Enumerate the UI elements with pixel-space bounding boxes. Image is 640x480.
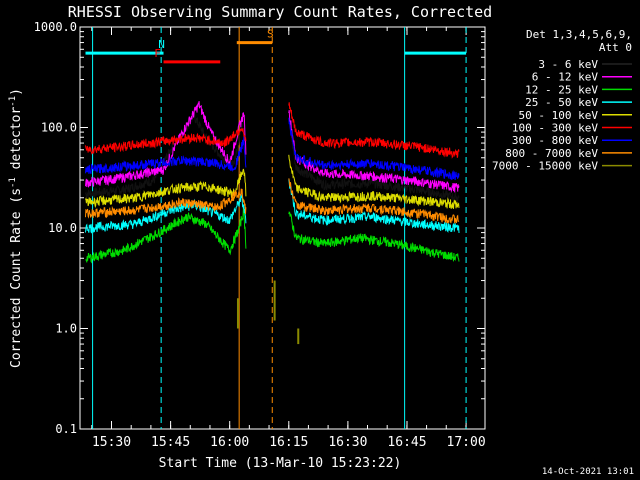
y-tick-label: 100.0 xyxy=(41,121,77,135)
series-line xyxy=(288,117,460,181)
x-tick-label: 16:30 xyxy=(328,435,367,450)
legend-label: 300 - 800 keV xyxy=(512,134,598,147)
x-tick-label: 16:15 xyxy=(269,435,308,450)
x-tick-label: 16:00 xyxy=(210,435,249,450)
series-line xyxy=(85,128,247,155)
chart-title: RHESSI Observing Summary Count Rates, Co… xyxy=(68,3,492,21)
y-tick-label: 0.1 xyxy=(55,422,77,436)
footer-date: 14-Oct-2021 13:01 xyxy=(542,467,634,477)
flag-label-n: N xyxy=(158,38,165,51)
series-line xyxy=(85,168,247,208)
flag-label-f: F xyxy=(154,47,161,60)
y-axis-label-main: Corrected Count Rate (s xyxy=(9,188,24,368)
series-layer xyxy=(85,101,460,345)
series-line xyxy=(288,178,460,224)
series-line xyxy=(288,119,460,203)
y-axis-label-sup1: -1 xyxy=(8,177,18,188)
series-line xyxy=(85,101,247,188)
y-axis-label-mid: detector xyxy=(9,107,24,178)
legend-label: 12 - 25 keV xyxy=(525,83,598,96)
series-line xyxy=(85,206,247,264)
legend-label: 25 - 50 keV xyxy=(525,96,598,109)
series-line xyxy=(288,110,460,194)
series-line xyxy=(288,211,460,262)
legend-label: 800 - 7000 keV xyxy=(505,147,598,160)
x-tick-label: 17:00 xyxy=(447,435,486,450)
legend-label: 50 - 100 keV xyxy=(519,109,599,122)
legend-header-line1: Det 1,3,4,5,6,9, xyxy=(526,28,632,41)
legend-header-line2: Att 0 xyxy=(599,41,632,54)
x-tick-label: 16:45 xyxy=(387,435,426,450)
y-tick-label: 1.0 xyxy=(55,322,77,336)
x-tick-label: 15:30 xyxy=(92,435,131,450)
legend-label: 7000 - 15000 keV xyxy=(492,160,598,173)
axis-ticks: 1000.0 100.0 10.0 1.0 0.1 15:30 15:45 16:00 16:1… xyxy=(34,20,486,450)
x-axis-label: Start Time (13-Mar-10 15:23:22) xyxy=(159,456,402,471)
series-line xyxy=(85,111,247,198)
series-line xyxy=(288,154,460,210)
legend-label: 6 - 12 keV xyxy=(532,71,599,84)
flag-label-s: S xyxy=(267,28,274,41)
y-axis-label-sup2: -1 xyxy=(8,96,18,107)
y-axis-label: Corrected Count Rate (s-1 detector-1) xyxy=(8,88,24,368)
legend-label: 3 - 6 keV xyxy=(538,58,598,71)
annotations: NF S xyxy=(85,27,467,429)
series-line xyxy=(85,193,247,234)
series-line xyxy=(288,102,460,159)
x-tick-label: 15:45 xyxy=(151,435,190,450)
legend-label: 100 - 300 keV xyxy=(512,122,598,135)
y-tick-label: 1000.0 xyxy=(34,20,77,34)
series-line xyxy=(85,188,247,219)
series-line xyxy=(85,136,247,175)
y-tick-label: 10.0 xyxy=(48,221,77,235)
y-axis-label-end: ) xyxy=(9,88,24,96)
series-line xyxy=(288,179,460,234)
